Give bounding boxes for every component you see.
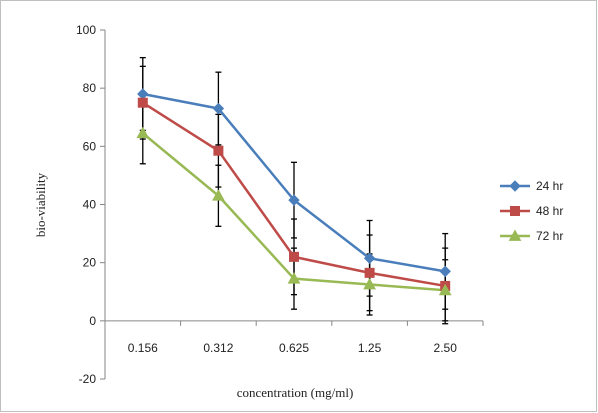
data-point-diamond xyxy=(212,102,225,115)
legend: 24 hr 48 hr 72 hr xyxy=(500,179,563,243)
data-point-square xyxy=(364,267,375,278)
x-tick-label: 1.25 xyxy=(358,341,382,355)
y-tick-label: 80 xyxy=(83,81,97,95)
legend-marker-square xyxy=(510,206,520,216)
data-point-diamond xyxy=(439,265,451,278)
y-tick-label: -20 xyxy=(79,372,97,386)
y-tick-label: 20 xyxy=(83,256,97,270)
y-tick-label: 100 xyxy=(76,23,96,37)
y-tick-labels: -20 0 20 40 60 80 100 xyxy=(76,23,96,386)
y-axis-title: bio-viability xyxy=(33,172,48,237)
data-point-diamond xyxy=(363,252,376,265)
legend-marker-diamond xyxy=(509,180,521,192)
data-point-triangle xyxy=(363,277,376,290)
x-tick-label: 0.625 xyxy=(279,341,309,355)
data-point-triangle xyxy=(136,126,150,139)
data-point-square xyxy=(289,251,299,262)
data-point-triangle xyxy=(287,272,301,284)
data-point-square xyxy=(137,97,148,108)
series-markers xyxy=(136,88,452,296)
x-tick-label: 2.50 xyxy=(434,341,458,355)
data-point-diamond xyxy=(288,194,300,206)
data-point-triangle xyxy=(438,283,452,296)
x-tick-label: 0.312 xyxy=(203,341,233,355)
legend-label: 72 hr xyxy=(536,229,563,243)
x-tick-label: 0.156 xyxy=(128,341,158,355)
legend-label: 48 hr xyxy=(536,204,563,218)
axes xyxy=(100,29,484,380)
y-tick-label: 40 xyxy=(83,198,97,212)
y-tick-label: 60 xyxy=(83,139,97,153)
legend-label: 24 hr xyxy=(536,179,563,193)
x-tick-labels: 0.156 0.312 0.625 1.25 2.50 xyxy=(128,341,457,355)
x-axis-title: concentration (mg/ml) xyxy=(237,385,354,400)
y-tick-label: 0 xyxy=(89,314,96,328)
data-point-square xyxy=(213,145,224,156)
legend-marker-triangle xyxy=(508,229,522,241)
data-point-triangle xyxy=(212,189,225,201)
